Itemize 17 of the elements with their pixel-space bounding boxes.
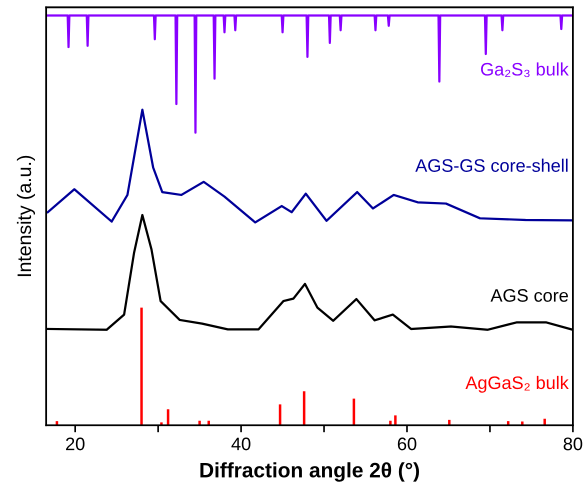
x-tick-label: 60	[398, 438, 416, 450]
series-label: AgGaS₂ bulk	[465, 376, 569, 393]
x-axis-title: Diffraction angle 2θ (°)	[200, 462, 419, 482]
bar	[302, 391, 306, 426]
bar	[278, 404, 282, 426]
x-tick-label: 80	[564, 438, 582, 450]
series-label: AGS-GS core-shell	[415, 158, 568, 172]
series-label: AGS core	[490, 289, 568, 302]
x-tick-label: 20	[66, 438, 85, 450]
x-tick-label: 40	[231, 438, 250, 450]
series-label: Ga₂S₃ bulk	[481, 62, 569, 78]
bar	[140, 308, 143, 426]
bar	[543, 418, 546, 426]
bar	[166, 409, 170, 426]
y-axis-title: Intensity (a.u.)	[16, 156, 36, 276]
bar	[394, 415, 397, 426]
bar	[352, 398, 356, 426]
